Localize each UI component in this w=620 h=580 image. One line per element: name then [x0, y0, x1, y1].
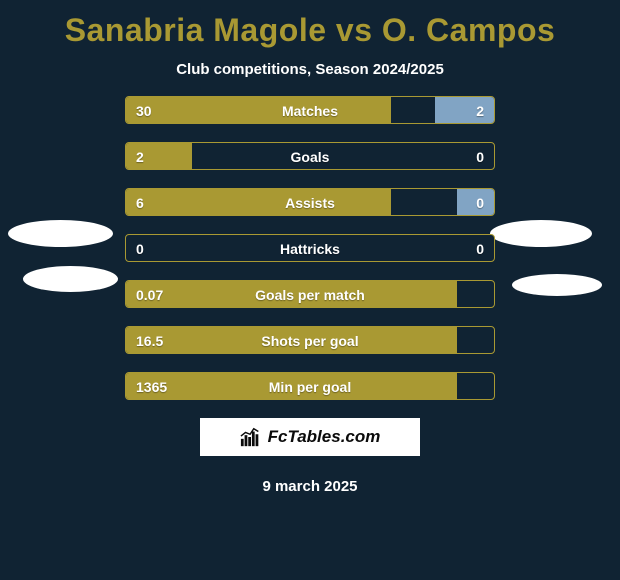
stat-row: 6Assists0	[125, 188, 495, 216]
stat-value-right: 0	[476, 235, 484, 262]
page-title: Sanabria Magole vs O. Campos	[0, 0, 620, 49]
stat-row: 0.07Goals per match	[125, 280, 495, 308]
stat-row: 16.5Shots per goal	[125, 326, 495, 354]
stat-value-right: 0	[476, 143, 484, 170]
fctables-badge[interactable]: FcTables.com	[200, 418, 420, 456]
bar-chart-icon	[240, 427, 262, 447]
stat-row: 2Goals0	[125, 142, 495, 170]
subtitle: Club competitions, Season 2024/2025	[0, 61, 620, 78]
stat-label: Shots per goal	[126, 327, 494, 354]
badge-text: FcTables.com	[268, 427, 381, 447]
stat-label: Assists	[126, 189, 494, 216]
stat-label: Goals per match	[126, 281, 494, 308]
stat-value-right: 2	[476, 97, 484, 124]
player-left-photo-2	[23, 266, 118, 292]
stat-row: 0Hattricks0	[125, 234, 495, 262]
player-right-photo-1	[490, 220, 592, 247]
stat-label: Matches	[126, 97, 494, 124]
player-left-photo-1	[8, 220, 113, 247]
stat-row: 1365Min per goal	[125, 372, 495, 400]
stat-row: 30Matches2	[125, 96, 495, 124]
stats-area: 30Matches22Goals06Assists00Hattricks00.0…	[0, 96, 620, 400]
stat-label: Min per goal	[126, 373, 494, 400]
stat-rows: 30Matches22Goals06Assists00Hattricks00.0…	[0, 96, 620, 400]
player-right-photo-2	[512, 274, 602, 296]
stat-value-right: 0	[476, 189, 484, 216]
stat-label: Hattricks	[126, 235, 494, 262]
date-label: 9 march 2025	[0, 478, 620, 495]
stat-label: Goals	[126, 143, 494, 170]
